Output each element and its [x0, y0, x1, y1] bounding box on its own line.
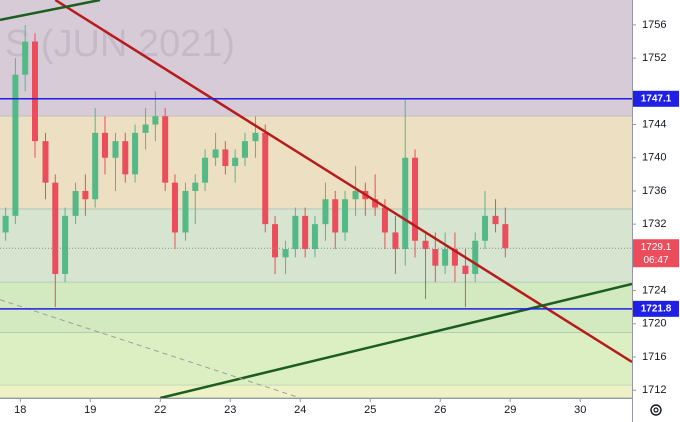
y-tick-label: 1756	[642, 19, 666, 31]
watermark: S (JUN 2021)	[5, 23, 235, 65]
last-price-box	[633, 239, 679, 268]
candle-body	[272, 224, 279, 258]
candle-body	[392, 232, 399, 250]
trendline	[0, 299, 301, 398]
candle-body	[22, 41, 29, 75]
y-tick-label: 1724	[642, 284, 666, 296]
candle-body	[332, 199, 339, 233]
candle-body	[262, 132, 269, 225]
candle-body	[412, 157, 419, 241]
countdown-label: 06:47	[643, 255, 668, 266]
candle-body	[322, 199, 329, 225]
candle-body	[2, 215, 9, 233]
y-tick-label: 1732	[642, 218, 666, 230]
x-tick-label: 23	[224, 404, 236, 416]
candle-body	[402, 157, 409, 250]
candle-body	[282, 249, 289, 258]
candle-body	[82, 190, 89, 200]
candle-body	[152, 116, 159, 125]
candle-body	[352, 190, 359, 200]
candle-body	[92, 132, 99, 200]
candle-body	[132, 132, 139, 175]
y-tick-label: 1744	[642, 118, 666, 130]
trendline	[0, 0, 101, 22]
candle-body	[212, 149, 219, 158]
candle-body	[462, 265, 469, 274]
candle-body	[162, 116, 169, 183]
candle-body	[182, 190, 189, 233]
candle-body	[232, 157, 239, 167]
y-tick-label: 1736	[642, 185, 666, 197]
candle-body	[222, 149, 229, 167]
candle-body	[31, 41, 38, 142]
candle-body	[311, 224, 318, 250]
candle-body	[142, 124, 149, 133]
candle-body	[62, 215, 69, 274]
candle-body	[342, 199, 349, 233]
zone	[0, 282, 632, 333]
candle-body	[372, 199, 379, 208]
candle-body	[292, 215, 299, 250]
candle-body	[381, 207, 388, 233]
candle-body	[472, 240, 479, 274]
candle-body	[122, 141, 129, 175]
candle-body	[492, 215, 499, 225]
level-label-box	[633, 90, 679, 107]
candle-body	[422, 240, 429, 250]
candle-body	[442, 249, 449, 266]
candle-body	[302, 215, 309, 250]
last-price-label: 1729.1	[641, 242, 672, 253]
zone	[0, 385, 632, 398]
y-tick-label: 1712	[642, 384, 666, 396]
x-tick-label: 29	[504, 404, 516, 416]
candle-body	[42, 141, 49, 183]
candle-body	[202, 157, 209, 183]
y-tick-label: 1720	[642, 318, 666, 330]
candle-body	[252, 132, 259, 142]
zone	[0, 0, 632, 117]
candle-body	[101, 132, 108, 158]
candle-body	[72, 190, 79, 216]
x-tick-label: 22	[154, 404, 166, 416]
trendline	[54, 0, 632, 364]
candle-body	[432, 249, 439, 266]
candle-body	[112, 141, 119, 158]
candle-body	[171, 182, 178, 233]
y-tick-label: 1716	[642, 351, 666, 363]
level-label: 1747.1	[641, 93, 672, 104]
x-tick-label: 19	[84, 404, 96, 416]
candle-body	[12, 74, 19, 216]
level-label-box	[633, 300, 679, 317]
candle-body	[241, 141, 248, 158]
trendline	[159, 282, 632, 398]
y-tick-label: 1740	[642, 152, 666, 164]
x-tick-label: 24	[294, 404, 306, 416]
x-tick-label: 25	[364, 404, 376, 416]
candle-body	[502, 224, 509, 249]
candle-body	[52, 182, 59, 274]
candle-body	[482, 215, 489, 241]
x-tick-label: 18	[14, 404, 26, 416]
level-label: 1721.8	[641, 303, 672, 314]
x-tick-label: 30	[574, 404, 586, 416]
candle-body	[451, 249, 458, 266]
x-tick-label: 26	[434, 404, 446, 416]
candle-body	[192, 182, 199, 191]
settings-button[interactable]	[650, 404, 662, 416]
y-tick-label: 1752	[642, 52, 666, 64]
